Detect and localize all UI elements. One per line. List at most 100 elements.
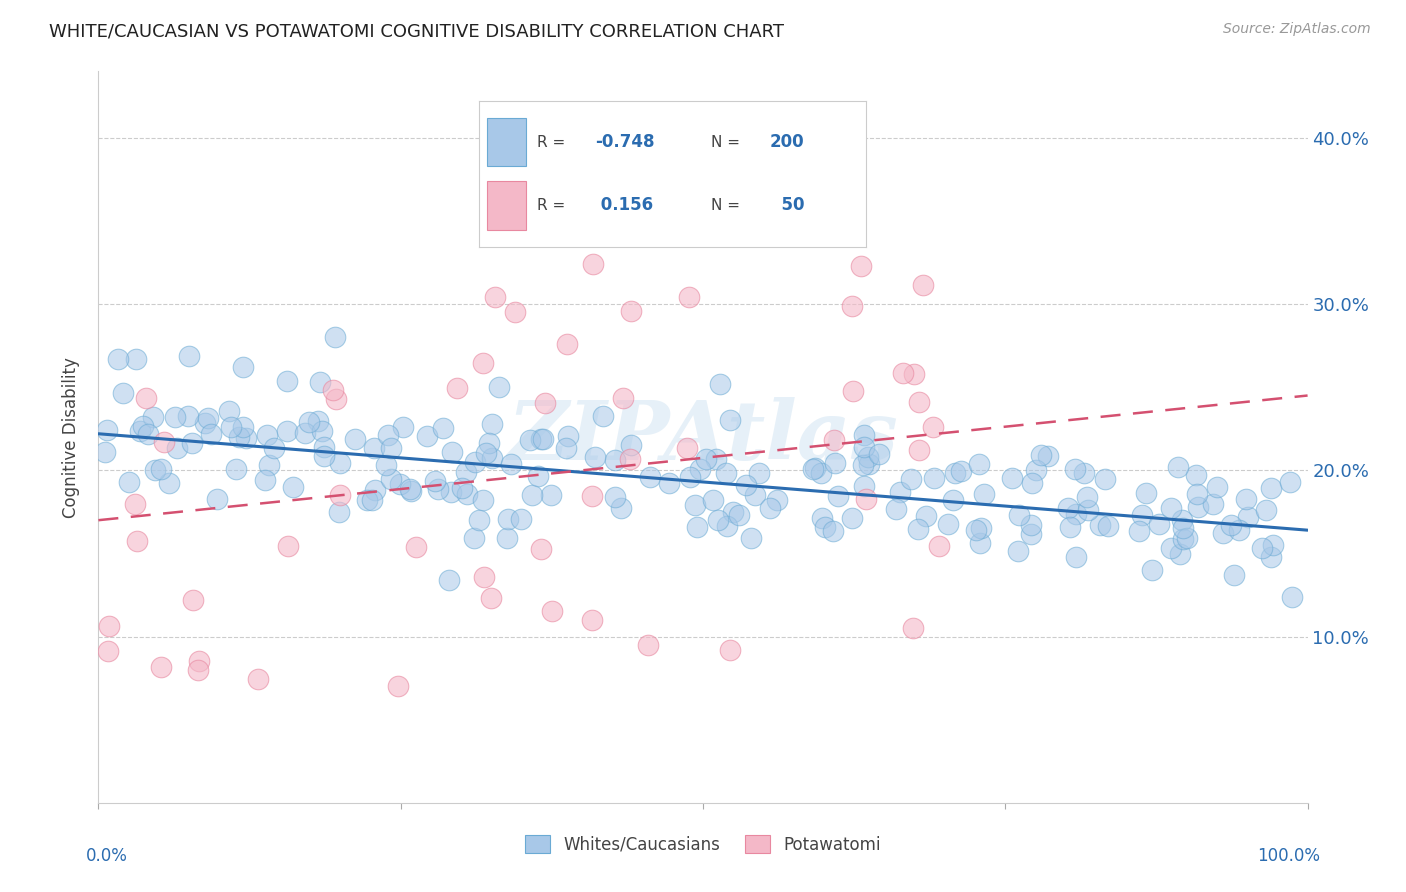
Point [1064,508,1087,522]
Point [437,573,460,587]
Point [907,522,929,536]
Point [1160,541,1182,556]
Point [380,472,402,486]
Point [107,351,129,366]
Point [530,542,553,557]
Point [620,303,643,318]
Point [886,502,908,516]
Point [425,474,447,488]
Point [1185,487,1208,501]
Point [97,644,120,658]
Point [928,539,950,553]
Point [582,257,605,271]
Point [218,403,240,417]
Point [841,510,863,524]
Point [1059,520,1081,534]
Point [1064,550,1087,565]
Point [194,417,217,431]
Point [298,415,321,429]
Point [401,483,423,498]
Point [679,469,702,483]
Point [1128,524,1150,538]
Point [456,487,478,501]
Point [1220,517,1243,532]
Point [744,488,766,502]
Point [1031,448,1053,462]
Point [540,488,562,502]
Point [814,520,837,534]
Point [361,493,384,508]
Point [153,434,176,449]
Text: 0.0%: 0.0% [86,847,128,864]
Point [943,467,966,481]
Point [810,466,832,480]
Point [467,513,489,527]
Point [374,458,396,472]
Point [1279,475,1302,489]
Point [125,534,148,549]
Point [312,450,335,464]
Point [685,498,707,512]
Point [740,531,762,545]
Y-axis label: Cognitive Disability: Cognitive Disability [62,357,80,517]
Point [1160,500,1182,515]
Point [432,421,454,435]
Point [1251,541,1274,555]
Point [534,396,557,410]
Point [527,469,550,483]
Point [197,410,219,425]
Point [488,380,510,394]
Point [225,462,247,476]
Point [495,531,517,545]
Point [263,442,285,456]
Point [479,591,502,605]
Point [177,349,200,363]
Point [1185,467,1208,482]
Point [1019,527,1042,541]
Point [1090,518,1112,533]
Point [1281,591,1303,605]
Point [1076,491,1098,505]
Point [283,480,305,494]
Point [605,453,627,467]
Point [676,441,699,455]
Point [149,462,172,476]
Point [1173,521,1195,535]
Point [96,423,118,437]
Point [1076,503,1098,517]
Point [1173,532,1195,546]
Point [157,475,180,490]
Point [481,417,503,431]
Point [129,424,152,438]
Point [823,433,845,447]
Point [908,395,931,409]
Point [200,426,222,441]
Point [942,492,965,507]
Point [1149,516,1171,531]
Point [903,367,925,381]
Point [1205,480,1227,494]
Point [758,500,780,515]
Point [377,427,399,442]
Point [1254,502,1277,516]
Point [637,638,659,652]
Point [387,680,409,694]
Point [294,425,316,440]
Point [180,436,202,450]
Point [481,451,503,466]
Point [325,392,347,406]
Point [124,498,146,512]
Point [1227,523,1250,537]
Point [908,442,931,457]
Point [235,431,257,445]
Point [132,419,155,434]
Point [949,464,972,478]
Point [509,512,531,526]
Point [1175,531,1198,545]
Point [612,391,634,405]
Point [181,593,204,607]
Point [1057,501,1080,516]
Point [142,410,165,425]
Point [853,428,876,442]
Point [620,438,643,452]
